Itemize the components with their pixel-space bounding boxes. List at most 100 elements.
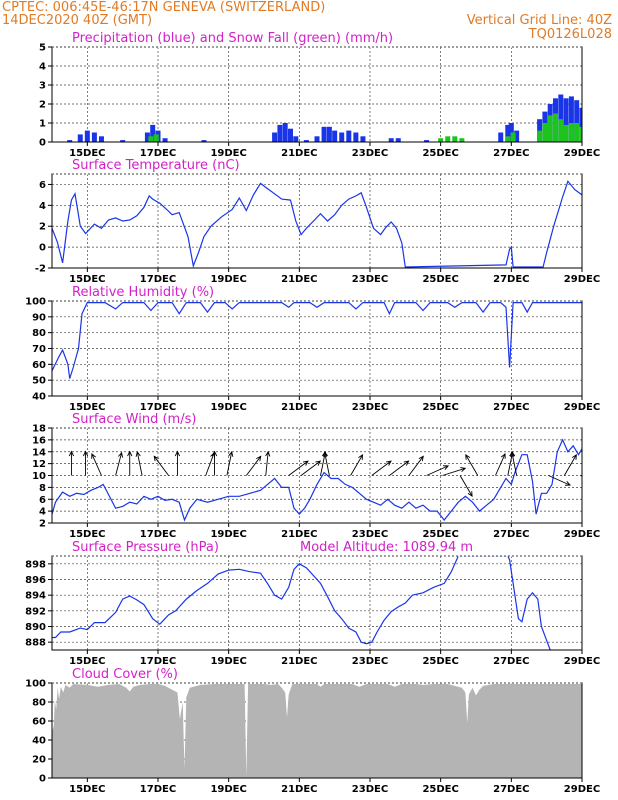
wind-arrow xyxy=(511,451,518,476)
y-tick-label: 60 xyxy=(32,360,46,371)
bar-snow-fall xyxy=(579,126,582,142)
x-tick-label: 15DEC xyxy=(69,784,105,795)
wind-arrow-head xyxy=(68,450,75,457)
x-tick-label: 23DEC xyxy=(352,656,388,667)
y-tick-label: 50 xyxy=(32,376,46,387)
y-tick-label: 12 xyxy=(32,459,46,470)
wind-arrow xyxy=(563,454,577,476)
wind-arrow-head xyxy=(302,460,309,466)
x-tick-label: 27DEC xyxy=(493,402,529,413)
y-tick-label: 20 xyxy=(32,755,46,766)
y-tick-label: 40 xyxy=(32,392,46,403)
x-tick-label: 29DEC xyxy=(564,148,600,159)
x-tick-label: 17DEC xyxy=(140,274,176,285)
panel-title: Surface Temperature (nC) xyxy=(72,158,240,173)
plot-area xyxy=(52,302,582,379)
bar-precipitation xyxy=(91,132,97,142)
bar-precipitation xyxy=(201,140,207,142)
x-tick-label: 21DEC xyxy=(281,148,317,159)
wind-arrow xyxy=(426,465,449,476)
header-model: TQ0126L028 xyxy=(528,27,612,42)
y-tick-label: 90 xyxy=(32,312,46,323)
x-tick-label: 29DEC xyxy=(564,402,600,413)
x-tick-label: 27DEC xyxy=(493,274,529,285)
bar-precipitation xyxy=(314,136,320,142)
x-tick-label: 15DEC xyxy=(69,402,105,413)
bar-precipitation xyxy=(321,126,327,142)
panel-cloud: 0 20 40 60 80 100 15DEC 17DEC 19DEC 21DEC 23DEC 25D… xyxy=(25,667,600,795)
wind-arrow xyxy=(288,460,309,476)
y-tick-label: 2 xyxy=(39,519,46,530)
x-tick-label: 29DEC xyxy=(564,274,600,285)
wind-arrow-head xyxy=(443,465,450,471)
x-tick-label: 23DEC xyxy=(352,274,388,285)
x-tick-label: 25DEC xyxy=(422,148,458,159)
bar-precipitation xyxy=(558,94,564,142)
x-tick-label: 29DEC xyxy=(564,529,600,540)
plot-area xyxy=(67,94,582,142)
x-tick-label: 19DEC xyxy=(210,784,246,795)
wind-arrow xyxy=(136,451,143,476)
x-tick-label: 17DEC xyxy=(140,784,176,795)
bar-snow-fall xyxy=(153,134,159,142)
wind-arrow xyxy=(495,453,506,476)
bar-precipitation xyxy=(574,100,580,142)
y-tick-label: 0 xyxy=(39,774,46,785)
wind-arrow-head xyxy=(91,452,96,459)
y-tick-label: 40 xyxy=(32,736,46,747)
panel-rh: 40 50 60 70 80 90 100 15DEC 17DEC 19DEC 21DEC 23DEC… xyxy=(25,285,600,413)
temp-line xyxy=(52,180,582,268)
bar-precipitation xyxy=(326,126,332,142)
bar-snow-fall xyxy=(574,123,580,142)
y-tick-label: 6 xyxy=(39,495,46,506)
y-tick-label: 898 xyxy=(25,559,46,570)
wind-arrow-head xyxy=(127,450,133,457)
wind-arrow xyxy=(245,456,262,476)
bar-precipitation xyxy=(277,124,283,142)
y-tick-label: 0 xyxy=(39,243,46,254)
bar-precipitation xyxy=(339,132,345,142)
x-tick-label: 27DEC xyxy=(493,148,529,159)
y-tick-label: 100 xyxy=(25,297,46,308)
wind-arrow-head xyxy=(118,451,123,458)
header-line1: CPTEC: 006:45E-46:17N GENEVA (SWITZERLAN… xyxy=(2,0,326,15)
panel-title: Surface Wind (m/s) xyxy=(72,412,196,427)
panel-temp: -2 0 2 4 6 15DEC 17DEC 19DEC 21DEC 23DEC 25DEC 27DE… xyxy=(35,158,600,285)
wind-arrow-head xyxy=(322,450,328,457)
y-tick-label: 896 xyxy=(25,575,46,586)
wind-arrow-head xyxy=(174,450,181,457)
bar-precipitation xyxy=(353,132,359,142)
bar-snow-fall xyxy=(452,136,458,142)
bar-snow-fall xyxy=(558,119,564,142)
x-tick-label: 27DEC xyxy=(493,784,529,795)
bar-snow-fall xyxy=(553,113,558,142)
bar-snow-fall xyxy=(505,136,511,142)
bar-precipitation xyxy=(395,138,401,142)
y-tick-label: 4 xyxy=(39,201,46,212)
bar-precipitation xyxy=(144,132,150,142)
wind-arrow-head xyxy=(358,453,364,460)
bar-precipitation xyxy=(120,140,126,142)
x-tick-label: 25DEC xyxy=(422,402,458,413)
bar-snow-fall xyxy=(438,138,444,142)
y-tick-label: 894 xyxy=(25,591,46,602)
x-tick-label: 17DEC xyxy=(140,402,176,413)
bar-precipitation xyxy=(498,132,504,142)
wind-arrow xyxy=(226,451,233,476)
bar-precipitation xyxy=(388,138,394,142)
header-date: 14DEC2020 40Z (GMT) xyxy=(2,13,153,28)
bar-precipitation xyxy=(150,124,156,142)
x-tick-label: 25DEC xyxy=(422,529,458,540)
wind-arrow-head xyxy=(315,460,322,466)
wind-arrow xyxy=(205,452,215,476)
y-tick-label: -2 xyxy=(35,264,46,275)
x-tick-label: 29DEC xyxy=(564,656,600,667)
wind-arrow-head xyxy=(82,450,89,457)
wind-arrow-head xyxy=(265,450,271,457)
wind-arrow-head xyxy=(509,450,515,457)
plot-area xyxy=(52,438,582,522)
bar-precipitation xyxy=(272,132,278,142)
y-tick-label: 8 xyxy=(39,483,46,494)
rh-line xyxy=(52,302,582,379)
panel-frame xyxy=(51,555,583,651)
